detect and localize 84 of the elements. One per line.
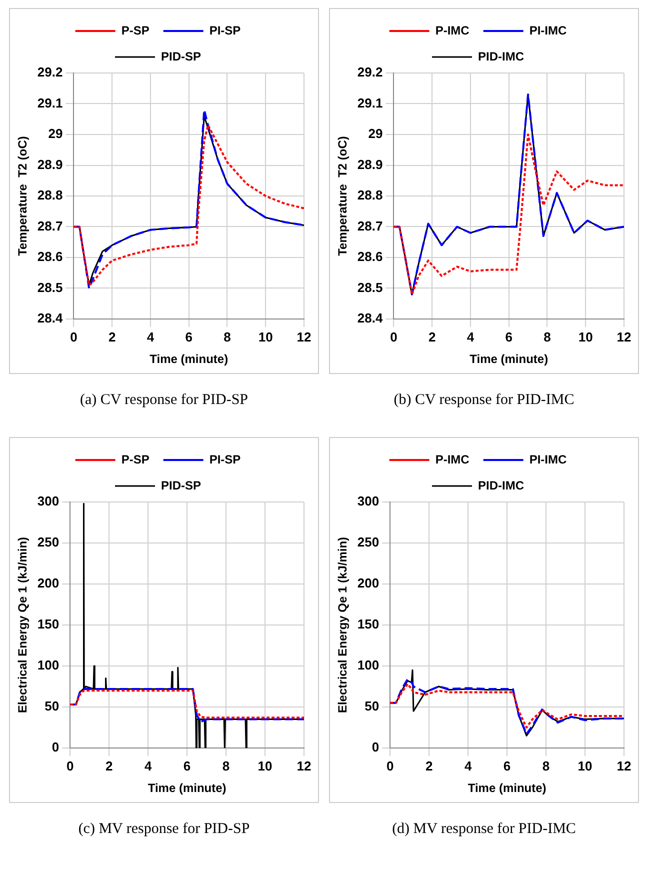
y-tick-label: 250 [357, 534, 380, 550]
x-tick-label: 6 [503, 758, 511, 774]
y-tick-label: 28.4 [37, 310, 64, 326]
y-tick-label: 28.8 [37, 188, 63, 203]
x-axis-title: Time (minute) [148, 781, 226, 796]
y-tick-label: 0 [52, 740, 60, 755]
y-tick-label: 28.5 [357, 280, 383, 295]
legend-label: P-SP [121, 23, 150, 38]
x-tick-label: 8 [542, 758, 550, 774]
x-tick-label: 4 [146, 329, 155, 344]
x-tick-label: 2 [425, 758, 433, 774]
x-tick-label: 2 [105, 758, 113, 774]
y-tick-label: 28.5 [37, 280, 63, 295]
y-tick-label: 29 [48, 126, 63, 142]
y-tick-label: 28.9 [37, 156, 63, 172]
y-tick-label: 300 [37, 494, 60, 509]
y-axis-title: Electrical Energy Qe 1 (kJ/min) [16, 536, 30, 714]
x-tick-label: 0 [386, 758, 394, 774]
x-tick-label: 2 [108, 329, 116, 344]
text: (a) CV response for PID-SP [80, 392, 248, 409]
y-tick-label: 250 [37, 534, 60, 550]
legend-label: PI-IMC [529, 452, 567, 466]
x-tick-label: 12 [296, 329, 312, 344]
y-axis-title: Temperature T2 (oC) [336, 136, 350, 256]
legend-label: PID-IMC [478, 49, 524, 64]
x-tick-label: 0 [66, 758, 74, 774]
text: (b) CV response for PID-IMC [394, 392, 574, 409]
x-tick-label: 8 [222, 758, 230, 774]
legend-label: PI-SP [209, 452, 241, 466]
legend-label: PID-SP [160, 49, 202, 64]
y-tick-label: 28.4 [357, 310, 384, 326]
y-tick-label: 150 [37, 616, 60, 632]
y-tick-label: 29.1 [357, 95, 383, 110]
y-tick-label: 28.6 [357, 249, 383, 264]
x-tick-label: 10 [258, 758, 272, 774]
legend-label: P-IMC [435, 23, 470, 38]
x-tick-label: 4 [464, 758, 472, 774]
x-tick-label: 6 [185, 329, 192, 344]
x-tick-label: 10 [258, 329, 273, 344]
y-tick-label: 29.1 [37, 95, 63, 110]
x-tick-label: 10 [578, 758, 592, 774]
y-axis-title: Electrical Energy Qe 1 (kJ/min) [336, 536, 350, 714]
y-tick-label: 28.9 [357, 156, 383, 172]
legend-label: PI-SP [209, 23, 241, 38]
x-tick-label: 8 [544, 329, 551, 344]
text: (c) MV response for PID-SP [78, 821, 250, 838]
legend-label: P-SP [121, 452, 150, 466]
y-tick-label: 150 [357, 616, 380, 632]
x-tick-label: 6 [505, 329, 512, 344]
y-tick-label: 28.7 [37, 218, 63, 234]
y-tick-label: 0 [372, 740, 380, 755]
x-tick-label: 4 [466, 329, 475, 344]
x-axis-title: Time (minute) [468, 781, 546, 796]
y-tick-label: 100 [37, 658, 60, 673]
y-tick-label: 200 [37, 576, 60, 591]
x-tick-label: 8 [224, 329, 231, 344]
y-axis-title: Temperature T2 (oC) [16, 136, 30, 256]
y-tick-label: 28.6 [37, 249, 63, 264]
x-tick-label: 10 [578, 329, 593, 344]
x-tick-label: 0 [390, 329, 398, 344]
x-tick-label: 4 [144, 758, 152, 774]
legend-label: PID-SP [160, 478, 202, 492]
x-axis-title: Time (minute) [470, 352, 548, 366]
y-tick-label: 200 [357, 576, 380, 591]
x-tick-label: 0 [70, 329, 78, 344]
y-tick-label: 28.8 [357, 188, 383, 203]
y-tick-label: 29.2 [357, 64, 383, 80]
y-tick-label: 50 [44, 698, 60, 714]
x-tick-label: 12 [616, 758, 632, 774]
x-axis-title: Time (minute) [150, 352, 228, 366]
legend-label: P-IMC [435, 452, 470, 466]
y-tick-label: 29 [368, 126, 383, 142]
y-tick-label: 29.2 [37, 64, 63, 80]
y-tick-label: 100 [357, 658, 380, 673]
x-tick-label: 12 [296, 758, 312, 774]
legend-label: PI-IMC [529, 23, 567, 38]
x-tick-label: 2 [428, 329, 436, 344]
y-tick-label: 28.7 [357, 218, 383, 234]
text: (d) MV response for PID-IMC [392, 821, 576, 838]
legend-label: PID-IMC [478, 478, 524, 492]
x-tick-label: 12 [616, 329, 632, 344]
y-tick-label: 50 [364, 698, 380, 714]
x-tick-label: 6 [183, 758, 191, 774]
y-tick-label: 300 [357, 494, 380, 509]
